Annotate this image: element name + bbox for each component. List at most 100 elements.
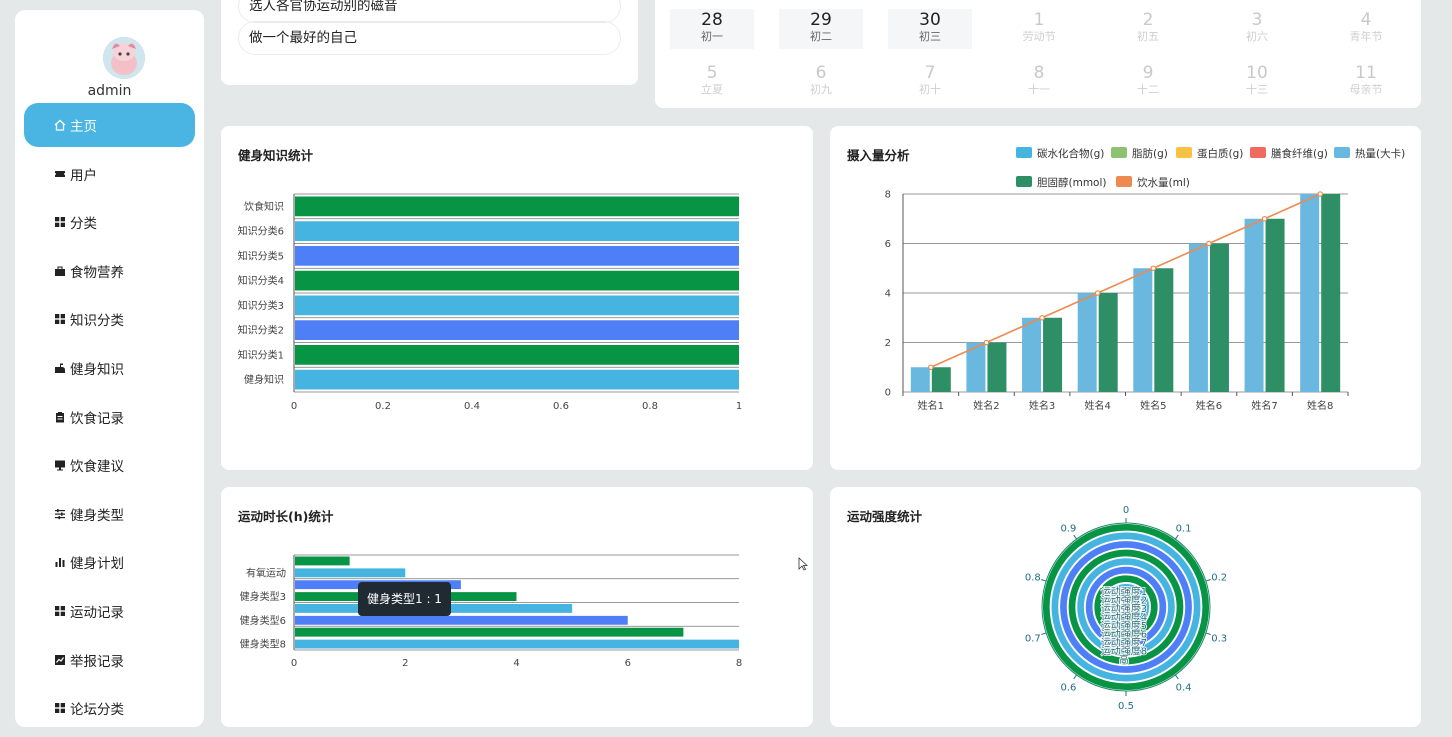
knowledge-bar-chart: 健身知识 知识分类1 知识分类2 知识分类3 知识分类4 知识分类5 知识分类6 饮食知识 0 0… (238, 193, 742, 412)
calendar-day[interactable]: 4 青年节 (1324, 9, 1408, 49)
angle-tick-label: 0.3 (1211, 633, 1227, 644)
clipboard-icon (53, 410, 67, 424)
calendar-day-lunar: 十一 (1028, 83, 1050, 96)
bar-cholesterol-姓名4 (1098, 293, 1118, 392)
y-tick-label: 8 (885, 190, 891, 201)
sidebar-item[interactable]: 论坛分类 (24, 686, 195, 727)
bar-知识分类1 (295, 345, 739, 365)
legend-swatch (1116, 176, 1132, 187)
sidebar-item-label: 论坛分类 (70, 702, 124, 719)
bar-知识分类4 (295, 270, 739, 291)
bar-heat-姓名8 (1300, 194, 1320, 392)
sidebar-item[interactable]: 用户 (24, 152, 195, 196)
sidebar-item[interactable]: 分类 (24, 200, 195, 244)
quotes-card: 选人各官协运动别的磁音 做一个最好的自己 (221, 0, 638, 85)
calendar-card: 28 初一 29 初二 30 初三 1 劳动节 2 初五 3 初六 4 青年节 5 立夏 6 初九 7 初十 8 十一 9 十… (655, 0, 1421, 108)
ring-运动强度1 (1042, 523, 1210, 691)
sidebar-item[interactable]: 运动记录 (24, 589, 195, 633)
calendar-day-number: 8 (1033, 63, 1045, 83)
bar-heat-姓名5 (1133, 268, 1153, 392)
calendar-day-lunar: 初二 (810, 30, 832, 43)
calendar-day-number: 10 (1246, 63, 1268, 83)
home-icon (53, 118, 67, 132)
monitor-icon (53, 458, 67, 472)
calendar-day[interactable]: 10 十三 (1215, 62, 1299, 102)
grid-icon (53, 312, 67, 326)
ring-运动强度8 (1102, 583, 1150, 631)
angle-tick (1041, 632, 1047, 635)
sidebar-item[interactable]: 健身知识 (24, 346, 195, 390)
angle-tick (1205, 579, 1211, 582)
calendar-day[interactable]: 30 初三 (888, 9, 972, 49)
sidebar-item[interactable]: 主页 (24, 103, 195, 147)
avatar[interactable] (103, 37, 145, 79)
sidebar-item-label: 健身计划 (70, 556, 124, 573)
bar-cholesterol-姓名8 (1321, 194, 1341, 392)
sidebar-item-label: 主页 (70, 119, 97, 135)
calendar-day[interactable]: 1 劳动节 (997, 9, 1081, 49)
sidebar-item[interactable]: 健身计划 (24, 540, 195, 584)
y-tick-label: 2 (885, 338, 891, 349)
legend-swatch (1016, 147, 1032, 158)
sidebar-item[interactable]: 食物营养 (24, 249, 195, 293)
sidebar-item[interactable]: 饮食记录 (24, 395, 195, 439)
calendar-day[interactable]: 2 初五 (1106, 9, 1190, 49)
calendar-day-lunar: 立夏 (701, 83, 723, 96)
sidebar-item-label: 举报记录 (70, 653, 124, 670)
angle-tick-label: 0.1 (1176, 524, 1192, 535)
calendar-day[interactable]: 6 初九 (779, 62, 863, 102)
calendar-day[interactable]: 28 初一 (670, 9, 754, 49)
water-line-point (983, 339, 990, 346)
x-tick-label: 姓名2 (973, 399, 999, 412)
category-label: 健身类型3 (240, 590, 286, 603)
bar-饮食知识 (295, 196, 739, 217)
y-tick-label: 6 (885, 239, 891, 250)
bar-cholesterol-姓名5 (1154, 268, 1174, 392)
ring-label: 运动强度2 (1101, 594, 1147, 607)
ring-label: 运动强度8 (1101, 645, 1147, 658)
intensity-chart-card: 运动强度统计 0 0.1 0.2 0.3 0.4 0.5 0.6 0.7 0.8 0.9 运动强度1… (830, 487, 1421, 727)
angle-tick (1073, 674, 1078, 680)
bar-heat-姓名7 (1244, 218, 1264, 392)
calendar-day-lunar: 十三 (1246, 83, 1268, 96)
chart-title: 摄入量分析 (847, 148, 910, 163)
category-label: 健身知识 (244, 373, 284, 386)
bar-cholesterol-姓名1 (931, 367, 951, 392)
intensity-polar-chart: 00.10.20.30.40.50.60.70.80.9运动强度1运动强度2运动… (1025, 505, 1227, 712)
calendar-day-number: 7 (924, 63, 936, 83)
sidebar-item[interactable]: 知识分类 (24, 297, 195, 341)
calendar-day[interactable]: 5 立夏 (670, 62, 754, 102)
sidebar-item[interactable]: 举报记录 (24, 638, 195, 682)
sidebar-menu: 主页用户 分类食物营养知识分类健身知识饮食记录 饮食建议健身类型健身计划运动记录举报… (24, 103, 195, 727)
legend-label: 热量(大卡) (1355, 147, 1405, 160)
bar-heat-姓名6 (1188, 243, 1208, 392)
calendar-day-lunar: 初一 (701, 30, 723, 43)
calendar-day[interactable]: 29 初二 (779, 9, 863, 49)
grid-icon (53, 215, 67, 229)
category-label: 知识分类5 (238, 249, 284, 262)
sidebar-item[interactable]: 健身类型 (24, 492, 195, 536)
ticket-icon (53, 167, 67, 181)
ring-label: 运动强度1 (1101, 585, 1147, 598)
ring-label: 运动强度5 (1101, 619, 1147, 632)
category-label: 知识分类4 (238, 274, 284, 287)
bar-健身类型8 (295, 639, 739, 649)
sidebar-item[interactable]: 饮食建议 (24, 443, 195, 487)
quote-item[interactable]: 做一个最好的自己 (238, 21, 621, 55)
category-label: 知识分类3 (238, 299, 284, 312)
calendar-day[interactable]: 11 母亲节 (1324, 62, 1408, 102)
calendar-day[interactable]: 8 十一 (997, 62, 1081, 102)
calendar-day[interactable]: 7 初十 (888, 62, 972, 102)
water-line-point (1150, 265, 1157, 272)
sidebar-item-label: 食物营养 (70, 264, 124, 281)
water-line-point (1094, 290, 1101, 296)
calendar-day[interactable]: 3 初六 (1215, 9, 1299, 49)
x-tick-label: 6 (625, 658, 631, 669)
username-label: admin (87, 83, 132, 99)
x-tick-label: 0.6 (553, 401, 569, 412)
mailbox-icon (53, 361, 67, 375)
x-tick-label: 姓名5 (1140, 399, 1166, 412)
legend-swatch (1334, 147, 1350, 158)
quote-item[interactable]: 选人各官协运动别的磁音 (238, 0, 621, 23)
calendar-day[interactable]: 9 十二 (1106, 62, 1190, 102)
